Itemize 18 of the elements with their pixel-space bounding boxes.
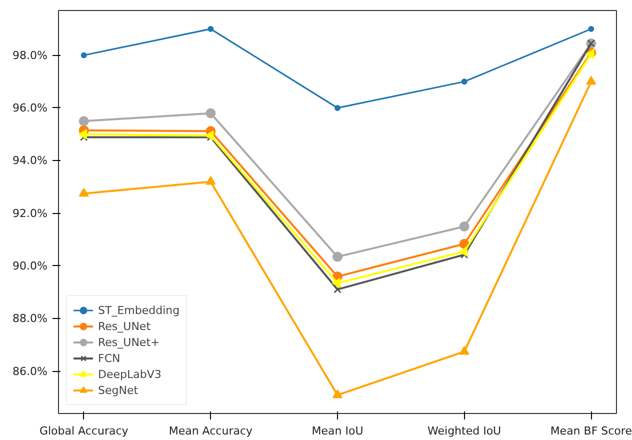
legend-label: ST_Embedding (98, 302, 180, 318)
legend-label: DeepLabV3 (98, 366, 162, 382)
y-tick-label: 96.0% (12, 101, 48, 114)
x-tick-label: Global Accuracy (39, 424, 129, 438)
legend-label: SegNet (98, 382, 138, 398)
x-tick-label: Mean Accuracy (168, 424, 254, 438)
y-tick-label: 88.0% (12, 312, 48, 326)
y-tick-label: 86.0% (12, 364, 48, 378)
x-tick-label: Mean BF Score (550, 424, 632, 438)
y-tick-label: 98.0% (12, 48, 48, 62)
y-tick-label: 94.0% (12, 154, 48, 168)
legend-label: Res_UNet+ (98, 334, 160, 350)
y-tick-label: 92.0% (12, 206, 48, 220)
legend-label: FCN (98, 350, 120, 366)
legend-label: Res_UNet (98, 318, 151, 334)
x-tick-label: Mean IoU (312, 424, 364, 438)
x-tick-label: Weighted IoU (428, 424, 502, 438)
y-tick-label: 90.0% (12, 259, 48, 272)
